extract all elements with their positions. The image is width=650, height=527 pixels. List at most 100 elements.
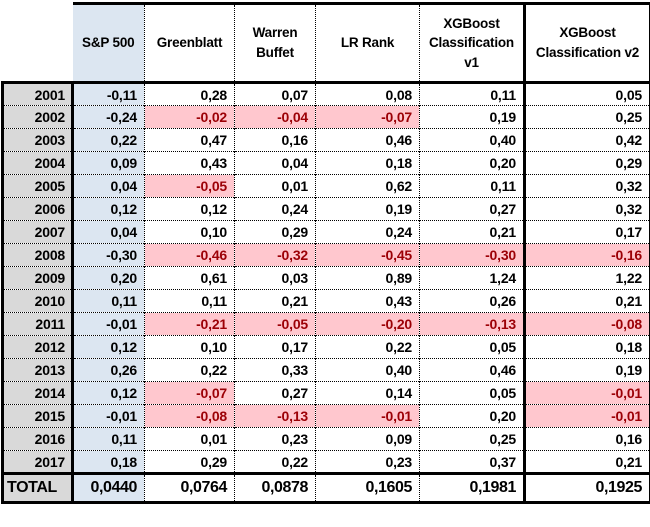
table-row: 2013 0,26 0,22 0,33 0,40 0,46 0,19 xyxy=(1,358,650,382)
value-cell: 0,18 xyxy=(72,450,145,474)
value-cell: 1,24 xyxy=(419,266,525,290)
value-cell: 0,27 xyxy=(419,197,525,221)
table-row: 2012 0,12 0,10 0,17 0,22 0,05 0,18 xyxy=(1,335,650,359)
year-cell: 2011 xyxy=(1,312,74,336)
table-row: 2014 0,12 -0,07 0,27 0,14 0,05 -0,01 xyxy=(1,381,650,405)
value-cell: 0,32 xyxy=(523,174,650,198)
value-cell: 0,01 xyxy=(144,427,235,451)
table-row: 2004 0,09 0,43 0,04 0,18 0,20 0,29 xyxy=(1,151,650,175)
value-cell: 0,23 xyxy=(315,450,420,474)
value-cell: -0,30 xyxy=(419,243,525,267)
table-row: 2007 0,04 0,10 0,29 0,24 0,21 0,17 xyxy=(1,220,650,244)
year-cell: 2006 xyxy=(1,197,74,221)
value-cell: 0,19 xyxy=(523,358,650,382)
value-cell: -0,46 xyxy=(144,243,235,267)
value-cell: 0,04 xyxy=(72,220,145,244)
value-cell: 0,12 xyxy=(72,381,145,405)
value-cell: 0,24 xyxy=(234,197,316,221)
value-cell: 0,08 xyxy=(315,81,420,106)
value-cell: 0,11 xyxy=(419,174,525,198)
table-row: 2005 0,04 -0,05 0,01 0,62 0,11 0,32 xyxy=(1,174,650,198)
column-header-lr-rank: LR Rank xyxy=(315,2,420,83)
value-cell: 0,23 xyxy=(234,427,316,451)
total-value-cell: 0,0764 xyxy=(144,472,235,504)
value-cell: 0,40 xyxy=(315,358,420,382)
value-cell: -0,13 xyxy=(234,404,316,428)
value-cell: -0,45 xyxy=(315,243,420,267)
value-cell: 0,29 xyxy=(144,450,235,474)
value-cell: 0,11 xyxy=(72,289,145,313)
value-cell: -0,05 xyxy=(234,312,316,336)
year-cell: 2002 xyxy=(1,105,74,129)
table-row: 2010 0,11 0,11 0,21 0,43 0,26 0,21 xyxy=(1,289,650,313)
column-header-xgboost-classification-v1: XGBoost Classification v1 xyxy=(419,2,525,83)
value-cell: 0,12 xyxy=(72,335,145,359)
year-cell: 2001 xyxy=(1,81,74,106)
table-row: 2011 -0,01 -0,21 -0,05 -0,20 -0,13 -0,08 xyxy=(1,312,650,336)
table-row: 2003 0,22 0,47 0,16 0,46 0,40 0,42 xyxy=(1,128,650,152)
returns-table: S&P 500 Greenblatt Warren Buffet LR Rank XGB… xyxy=(1,2,650,504)
value-cell: 0,47 xyxy=(144,128,235,152)
value-cell: 0,43 xyxy=(315,289,420,313)
value-cell: -0,07 xyxy=(315,105,420,129)
value-cell: -0,21 xyxy=(144,312,235,336)
value-cell: 0,05 xyxy=(419,335,525,359)
total-value-cell: 0,1981 xyxy=(419,472,525,504)
year-cell: 2013 xyxy=(1,358,74,382)
value-cell: -0,24 xyxy=(72,105,145,129)
value-cell: 0,22 xyxy=(72,128,145,152)
value-cell: 0,18 xyxy=(315,151,420,175)
value-cell: 0,24 xyxy=(315,220,420,244)
value-cell: 0,16 xyxy=(234,128,316,152)
value-cell: 0,42 xyxy=(523,128,650,152)
value-cell: 0,25 xyxy=(419,427,525,451)
column-header-s-p-500: S&P 500 xyxy=(72,2,145,83)
year-cell: 2007 xyxy=(1,220,74,244)
table-row: 2006 0,12 0,12 0,24 0,19 0,27 0,32 xyxy=(1,197,650,221)
header-row: S&P 500 Greenblatt Warren Buffet LR Rank XGB… xyxy=(2,2,650,83)
value-cell: 0,25 xyxy=(523,105,650,129)
value-cell: 0,17 xyxy=(523,220,650,244)
value-cell: 0,12 xyxy=(144,197,235,221)
value-cell: 0,01 xyxy=(234,174,316,198)
value-cell: 0,21 xyxy=(523,450,650,474)
value-cell: 0,16 xyxy=(523,427,650,451)
value-cell: 0,09 xyxy=(72,151,145,175)
table-row: 2015 -0,01 -0,08 -0,13 -0,01 0,20 -0,01 xyxy=(1,404,650,428)
value-cell: 0,20 xyxy=(72,266,145,290)
year-cell: 2008 xyxy=(1,243,74,267)
value-cell: 0,11 xyxy=(419,81,525,106)
value-cell: 0,43 xyxy=(144,151,235,175)
table-row: 2001 -0,11 0,28 0,07 0,08 0,11 0,05 xyxy=(1,81,650,106)
value-cell: 0,20 xyxy=(419,404,525,428)
column-header-xgboost-classification-v2: XGBoost Classification v2 xyxy=(523,2,650,83)
table-row: 2016 0,11 0,01 0,23 0,09 0,25 0,16 xyxy=(1,427,650,451)
total-value-cell: 0,1925 xyxy=(523,472,650,504)
value-cell: 0,19 xyxy=(315,197,420,221)
value-cell: -0,04 xyxy=(234,105,316,129)
corner-cell xyxy=(2,3,73,83)
value-cell: 0,05 xyxy=(419,381,525,405)
value-cell: 0,10 xyxy=(144,335,235,359)
value-cell: 0,11 xyxy=(72,427,145,451)
year-cell: 2012 xyxy=(1,335,74,359)
value-cell: -0,01 xyxy=(315,404,420,428)
value-cell: -0,08 xyxy=(144,404,235,428)
value-cell: 0,32 xyxy=(523,197,650,221)
value-cell: 0,40 xyxy=(419,128,525,152)
value-cell: 0,07 xyxy=(234,81,316,106)
value-cell: 0,05 xyxy=(523,81,650,106)
year-cell: 2010 xyxy=(1,289,74,313)
value-cell: -0,08 xyxy=(523,312,650,336)
table-row: 2002 -0,24 -0,02 -0,04 -0,07 0,19 0,25 xyxy=(1,105,650,129)
value-cell: 0,27 xyxy=(234,381,316,405)
value-cell: 0,46 xyxy=(419,358,525,382)
value-cell: 0,21 xyxy=(523,289,650,313)
value-cell: 0,28 xyxy=(144,81,235,106)
table-row: 2009 0,20 0,61 0,03 0,89 1,24 1,22 xyxy=(1,266,650,290)
value-cell: -0,13 xyxy=(419,312,525,336)
value-cell: 0,22 xyxy=(234,450,316,474)
year-cell: 2004 xyxy=(1,151,74,175)
value-cell: -0,07 xyxy=(144,381,235,405)
